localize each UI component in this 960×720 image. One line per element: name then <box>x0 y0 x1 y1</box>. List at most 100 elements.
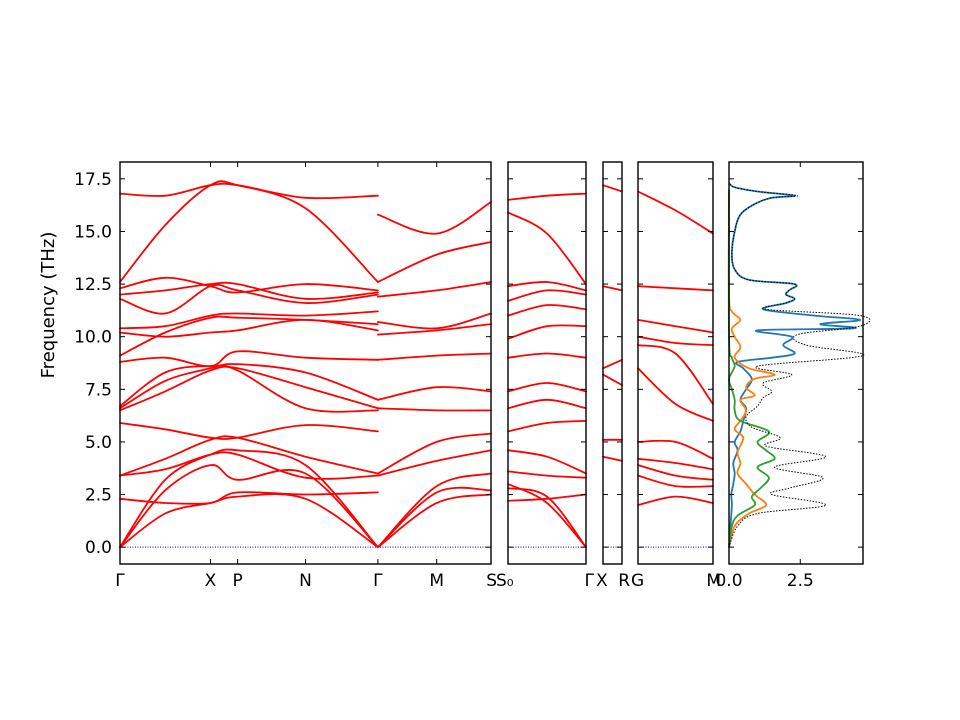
panel-frame <box>602 161 623 565</box>
band-line <box>119 276 379 294</box>
y-tick-label: 15.0 <box>74 222 112 242</box>
band-line <box>602 373 623 386</box>
x-tick-label: S <box>486 571 497 591</box>
y-tick-label: 12.5 <box>74 275 112 295</box>
band-line <box>119 491 379 505</box>
band-line <box>377 352 492 361</box>
band-line <box>637 457 714 471</box>
band-line <box>377 281 492 298</box>
band-lines <box>119 180 714 549</box>
y-tick-label: 17.5 <box>74 170 112 190</box>
band-line <box>119 435 379 477</box>
band-line <box>637 344 714 405</box>
band-line <box>119 350 379 368</box>
band-line <box>602 285 623 292</box>
band-line <box>507 192 587 201</box>
band-line <box>119 365 379 412</box>
band-line <box>377 241 492 283</box>
band-line <box>637 474 714 488</box>
band-line <box>507 289 587 302</box>
x-tick-label: M <box>706 571 721 591</box>
x-tick-label: R <box>618 571 630 591</box>
dos-partial-curve <box>727 189 776 548</box>
band-line <box>602 184 623 193</box>
dos-x-tick-label: 2.5 <box>787 571 814 591</box>
band-line <box>119 319 379 338</box>
band-line <box>119 422 379 440</box>
dos-x-tick-label: 0.0 <box>715 571 742 591</box>
band-line <box>377 312 492 330</box>
band-line <box>119 310 379 330</box>
band-line <box>507 487 587 549</box>
band-line <box>637 335 714 346</box>
y-tick-label: 2.5 <box>85 486 112 506</box>
band-line <box>637 190 714 235</box>
dos-curves <box>727 182 871 548</box>
band-line <box>377 407 492 412</box>
x-tick-label: X <box>596 571 608 591</box>
band-line <box>507 449 587 475</box>
band-line <box>377 323 492 336</box>
tick-labels: Γ X P N Γ M S S₀ Γ X R G M0.02.55.07.510.012.515.017… <box>74 170 814 591</box>
dos-partial-curve <box>728 182 862 548</box>
band-line <box>637 367 714 422</box>
band-line <box>119 182 379 200</box>
band-line <box>377 449 492 477</box>
band-line <box>507 324 587 340</box>
band-line <box>637 319 714 334</box>
band-line <box>602 358 623 370</box>
x-tick-label: S₀ <box>496 571 514 591</box>
band-line <box>377 472 492 549</box>
band-line <box>637 285 714 292</box>
axis-ticks <box>119 162 863 564</box>
band-line <box>119 283 379 315</box>
band-line <box>119 451 379 480</box>
band-line <box>119 464 379 549</box>
dos-partial-curve <box>727 189 776 548</box>
band-line <box>637 439 714 460</box>
band-line <box>119 448 379 549</box>
band-line <box>507 352 587 359</box>
panel-frame <box>507 161 587 565</box>
band-line <box>507 398 587 410</box>
band-line <box>507 420 587 433</box>
panel-frame <box>637 161 714 565</box>
band-line <box>377 486 492 549</box>
dos-panel-frame <box>728 161 864 565</box>
band-line <box>119 493 379 549</box>
y-tick-label: 5.0 <box>85 433 112 453</box>
x-tick-label: Γ <box>585 571 595 591</box>
band-line <box>119 180 379 283</box>
band-line <box>507 493 587 502</box>
x-tick-label: N <box>299 571 312 591</box>
y-tick-label: 10.0 <box>74 328 112 348</box>
band-line <box>119 281 379 300</box>
band-line <box>507 281 587 292</box>
band-line <box>637 464 714 481</box>
band-line <box>602 455 623 462</box>
band-line <box>377 432 492 475</box>
band-line <box>119 364 379 413</box>
y-tick-label: 0.0 <box>85 538 112 558</box>
band-line <box>119 363 379 410</box>
band-line <box>507 470 587 479</box>
x-tick-label: Γ <box>115 571 125 591</box>
x-tick-label: X <box>205 571 217 591</box>
x-tick-label: G <box>631 571 644 591</box>
y-axis-label: Frequency (THz) <box>38 232 59 379</box>
band-line <box>507 211 587 285</box>
band-line <box>637 495 714 506</box>
x-tick-label: P <box>233 571 243 591</box>
axes-frames <box>119 161 864 565</box>
band-line <box>507 483 587 549</box>
dos-total-curve <box>728 182 871 548</box>
y-tick-label: 7.5 <box>85 380 112 400</box>
band-line <box>507 382 587 393</box>
x-tick-label: Γ <box>373 571 383 591</box>
band-line <box>377 201 492 235</box>
band-line <box>507 304 587 317</box>
band-line <box>377 386 492 401</box>
band-line <box>377 493 492 549</box>
x-tick-label: M <box>429 571 444 591</box>
